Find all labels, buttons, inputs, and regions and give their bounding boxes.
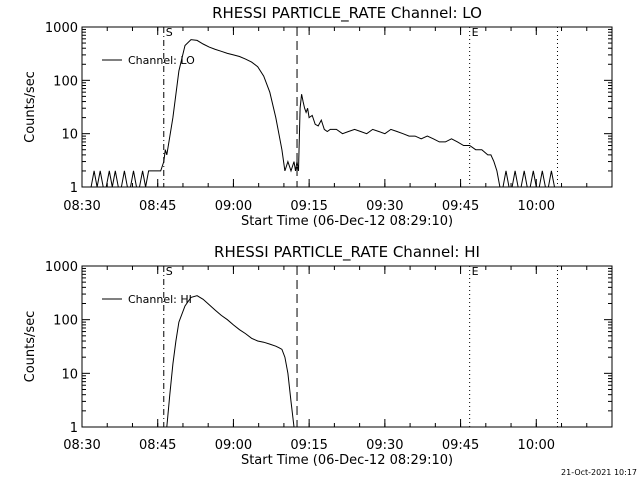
y-tick-label: 1	[70, 421, 78, 436]
marker-label: E	[472, 26, 479, 39]
x-axis-label: Start Time (06-Dec-12 08:29:10)	[241, 453, 453, 468]
chart-title: RHESSI PARTICLE_RATE Channel: HI	[214, 243, 480, 262]
x-tick-label: 08:45	[139, 199, 176, 214]
x-tick-label: 09:30	[366, 199, 403, 214]
x-tick-label: 08:30	[63, 199, 100, 214]
plot-frame	[81, 26, 613, 188]
y-axis-label: Counts/sec	[23, 71, 38, 143]
date-stamp: 21-Oct-2021 10:17	[561, 468, 637, 477]
x-tick-label: 08:45	[139, 438, 176, 453]
x-tick-label: 09:45	[442, 438, 479, 453]
y-tick-label: 10	[61, 128, 78, 143]
y-tick-label: 1000	[45, 260, 78, 275]
legend-label: Channel: HI	[128, 293, 192, 306]
legend-label: Channel: LO	[128, 54, 195, 67]
x-tick-label: 10:00	[518, 199, 555, 214]
plot-frame	[81, 265, 613, 428]
y-tick-label: 100	[53, 74, 78, 89]
series-line	[82, 39, 612, 188]
y-tick-label: 100	[53, 314, 78, 329]
y-tick-label: 10	[61, 367, 78, 382]
x-tick-label: 08:30	[63, 438, 100, 453]
marker-label: S	[166, 265, 173, 278]
y-tick-label: 1000	[45, 21, 78, 36]
y-tick-label: 1	[70, 181, 78, 196]
series-line	[166, 295, 295, 428]
y-axis-label: Counts/sec	[23, 311, 38, 383]
x-tick-label: 09:00	[215, 199, 252, 214]
x-axis-label: Start Time (06-Dec-12 08:29:10)	[241, 214, 453, 229]
x-tick-label: 09:15	[290, 199, 327, 214]
marker-label: S	[166, 26, 173, 39]
x-tick-label: 09:45	[442, 199, 479, 214]
marker-label: E	[472, 265, 479, 278]
x-tick-label: 09:00	[215, 438, 252, 453]
chart-title: RHESSI PARTICLE_RATE Channel: LO	[212, 4, 482, 23]
x-tick-label: 09:15	[290, 438, 327, 453]
x-tick-label: 10:00	[518, 438, 555, 453]
x-tick-label: 09:30	[366, 438, 403, 453]
